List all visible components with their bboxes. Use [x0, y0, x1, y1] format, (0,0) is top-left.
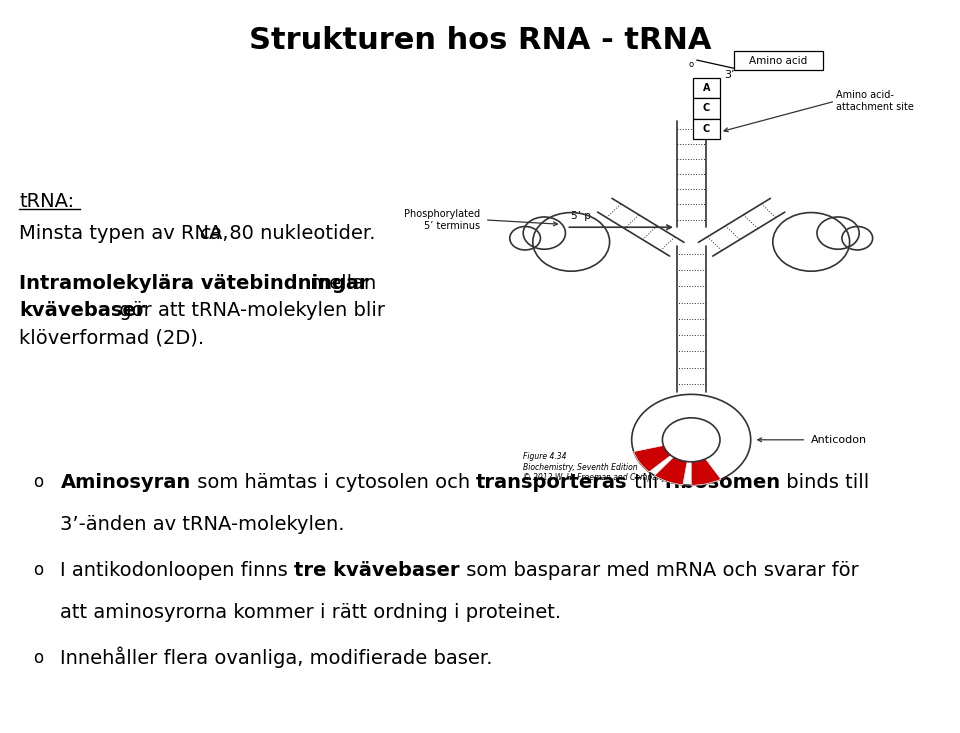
Text: o: o [34, 649, 44, 666]
Text: A: A [703, 83, 710, 93]
Wedge shape [655, 440, 691, 485]
Text: till: till [628, 473, 664, 492]
Text: C: C [703, 103, 710, 114]
Text: Minsta typen av RNA,: Minsta typen av RNA, [19, 224, 235, 243]
Text: som hämtas i cytosolen och: som hämtas i cytosolen och [191, 473, 476, 492]
Text: Amino acid-
attachment site: Amino acid- attachment site [836, 90, 914, 112]
Text: ribosomen: ribosomen [664, 473, 780, 492]
Text: Figure 4.34
Biochemistry, Seventh Edition
© 2012 W. H. Freeman and Company: Figure 4.34 Biochemistry, Seventh Editio… [523, 452, 666, 482]
Text: o: o [34, 474, 44, 491]
Wedge shape [634, 440, 691, 472]
Text: att aminosyrorna kommer i rätt ordning i proteinet.: att aminosyrorna kommer i rätt ordning i… [60, 603, 562, 622]
Text: Intramolekylära vätebindningar: Intramolekylära vätebindningar [19, 274, 369, 293]
Text: kvävebaser: kvävebaser [19, 301, 146, 320]
FancyBboxPatch shape [693, 119, 720, 139]
Text: Aminosyran: Aminosyran [60, 473, 191, 492]
Text: o: o [34, 561, 44, 579]
Text: binds till: binds till [780, 473, 870, 492]
Circle shape [632, 394, 751, 485]
Text: 80 nukleotider.: 80 nukleotider. [223, 224, 375, 243]
FancyBboxPatch shape [693, 78, 720, 98]
Text: Amino acid: Amino acid [750, 56, 807, 66]
Text: ca: ca [199, 224, 222, 243]
Text: tRNA:: tRNA: [19, 192, 74, 211]
Text: I antikodonloopen finns: I antikodonloopen finns [60, 561, 295, 580]
Text: Anticodon: Anticodon [811, 435, 867, 445]
Text: som basparar med mRNA och svarar för: som basparar med mRNA och svarar för [460, 561, 859, 580]
Wedge shape [691, 440, 721, 485]
FancyBboxPatch shape [734, 51, 823, 70]
FancyBboxPatch shape [693, 98, 720, 119]
Text: Innehåller flera ovanliga, modifierade baser.: Innehåller flera ovanliga, modifierade b… [60, 647, 493, 668]
Text: klöverformad (2D).: klöverformad (2D). [19, 328, 204, 347]
Text: o: o [688, 60, 694, 69]
Text: Phosphorylated
5’ terminus: Phosphorylated 5’ terminus [404, 209, 480, 231]
Text: transporteras: transporteras [476, 473, 628, 492]
Text: 3’-änden av tRNA-molekylen.: 3’-änden av tRNA-molekylen. [60, 515, 345, 534]
Text: tre kvävebaser: tre kvävebaser [295, 561, 460, 580]
Text: 3’: 3’ [724, 70, 734, 80]
Circle shape [662, 418, 720, 462]
Text: Strukturen hos RNA - tRNA: Strukturen hos RNA - tRNA [249, 26, 711, 55]
Text: gör att tRNA-molekylen blir: gör att tRNA-molekylen blir [113, 301, 385, 320]
Text: mellan: mellan [304, 274, 376, 293]
Text: C: C [703, 124, 710, 134]
Text: 5’ p: 5’ p [571, 211, 591, 221]
